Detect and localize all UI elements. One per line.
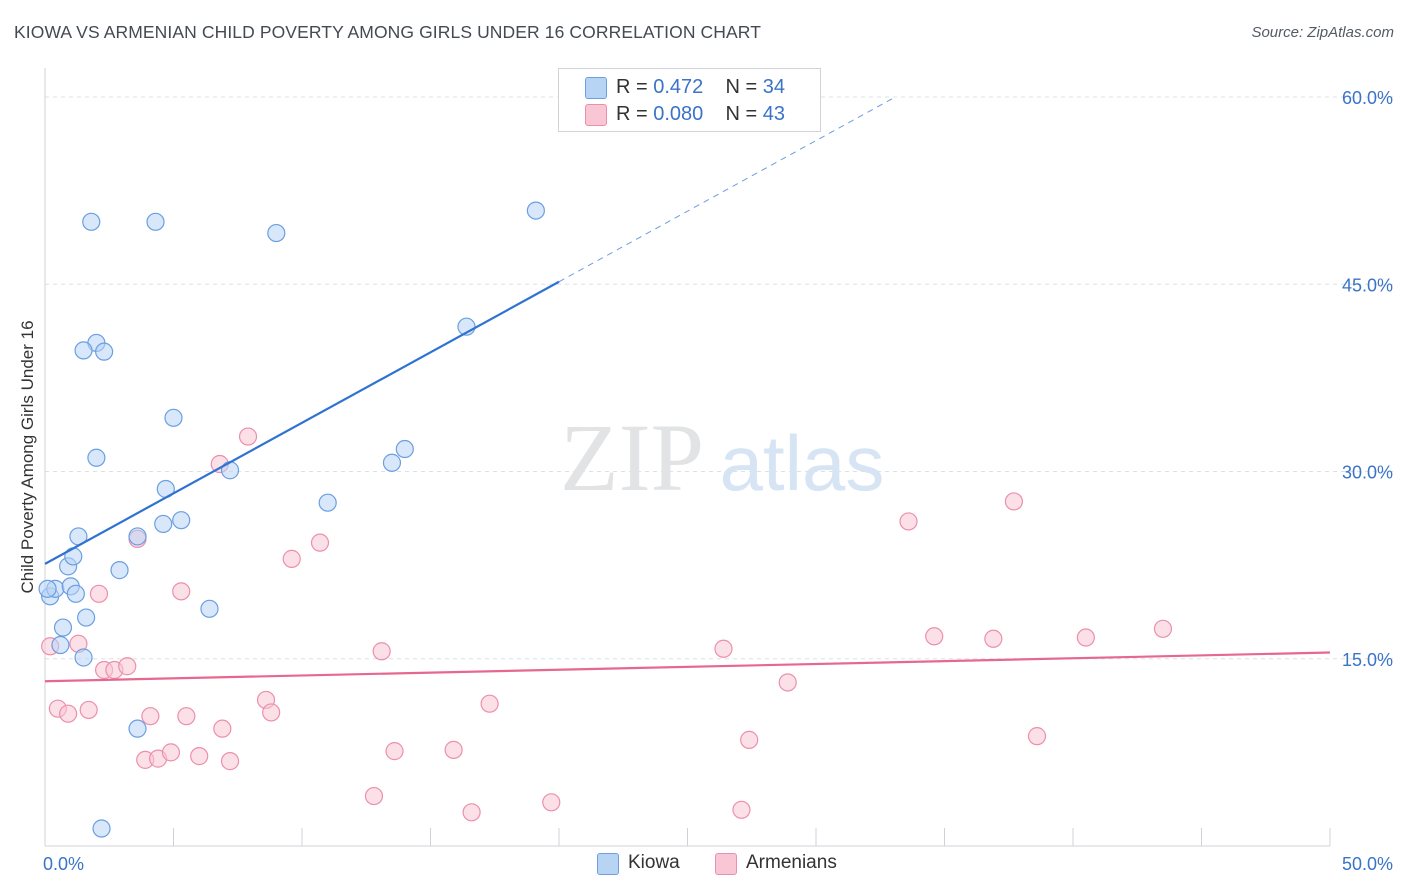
legend-r-value-armenians: 0.080 bbox=[653, 103, 704, 125]
kiowa-point bbox=[154, 514, 173, 534]
kiowa-point bbox=[74, 341, 93, 360]
armenians-point bbox=[1004, 492, 1023, 511]
armenians-point bbox=[364, 786, 384, 806]
armenians-point bbox=[190, 747, 209, 766]
armenians-point bbox=[1076, 628, 1095, 647]
x-tick-label: 0.0% bbox=[43, 854, 84, 874]
kiowa-swatch bbox=[585, 77, 607, 99]
armenians-point bbox=[59, 704, 78, 723]
kiowa-point bbox=[92, 819, 111, 838]
watermark-zip: ZIP bbox=[560, 404, 704, 511]
kiowa-point bbox=[128, 527, 147, 546]
series-armenians bbox=[41, 427, 1173, 822]
watermark-atlas: atlas bbox=[720, 419, 885, 507]
armenians-point bbox=[899, 512, 918, 531]
armenians-point bbox=[238, 427, 258, 446]
armenians-point bbox=[1027, 727, 1047, 746]
armenians-point bbox=[372, 642, 391, 661]
armenians-point bbox=[740, 730, 759, 749]
armenians-point bbox=[385, 742, 404, 761]
legend-r-value-kiowa: 0.472 bbox=[653, 76, 704, 98]
armenians-point bbox=[161, 743, 181, 762]
x-tick-label: 50.0% bbox=[1342, 854, 1393, 874]
correlation-legend: R = 0.472 N = 34 R = 0.080 N = 43 bbox=[558, 68, 821, 132]
y-tick-label: 15.0% bbox=[1342, 650, 1393, 670]
armenians-swatch bbox=[585, 104, 607, 126]
legend-n-label: N = bbox=[725, 76, 758, 98]
armenians-point bbox=[444, 740, 463, 759]
kiowa-point bbox=[172, 511, 191, 530]
armenians-point bbox=[177, 707, 196, 726]
armenians-point bbox=[310, 533, 330, 552]
armenians-point bbox=[172, 582, 191, 601]
armenians-point bbox=[262, 703, 281, 722]
kiowa-legend-swatch bbox=[597, 853, 619, 875]
armenians-point bbox=[141, 707, 160, 726]
kiowa-point bbox=[82, 212, 101, 231]
armenians-point bbox=[714, 639, 733, 658]
source-label: Source: ZipAtlas.com bbox=[1251, 24, 1394, 41]
kiowa-point bbox=[66, 584, 85, 603]
legend-n-value-kiowa: 34 bbox=[762, 76, 786, 98]
armenians-point bbox=[542, 793, 561, 812]
kiowa-point bbox=[95, 342, 114, 361]
kiowa-point bbox=[128, 719, 147, 738]
armenians-point bbox=[213, 719, 232, 738]
kiowa-point bbox=[51, 635, 70, 655]
armenians-point bbox=[118, 657, 137, 676]
armenians-point bbox=[1153, 619, 1173, 638]
kiowa-point bbox=[87, 448, 106, 467]
kiowa-point bbox=[110, 561, 129, 580]
kiowa-point bbox=[220, 461, 240, 480]
gridlines bbox=[45, 96, 1395, 660]
kiowa-point bbox=[77, 608, 96, 627]
kiowa-point bbox=[382, 453, 402, 472]
y-tick-label: 45.0% bbox=[1342, 275, 1393, 295]
kiowa-trend-line bbox=[44, 280, 560, 565]
kiowa-legend-label: Kiowa bbox=[628, 852, 680, 873]
kiowa-point bbox=[146, 212, 165, 231]
chart-title: KIOWA VS ARMENIAN CHILD POVERTY AMONG GI… bbox=[14, 22, 762, 42]
armenians-legend-label: Armenians bbox=[746, 852, 837, 873]
kiowa-trend-extension bbox=[558, 97, 894, 283]
kiowa-point bbox=[74, 648, 93, 667]
kiowa-point bbox=[526, 201, 545, 220]
kiowa-point bbox=[53, 618, 73, 637]
axes bbox=[44, 68, 1331, 847]
legend-r-label: R = bbox=[616, 76, 648, 98]
armenians-trend-line bbox=[44, 651, 1331, 683]
kiowa-point bbox=[38, 579, 57, 598]
armenians-point bbox=[778, 673, 797, 692]
armenians-point bbox=[732, 800, 751, 819]
y-tick-label: 60.0% bbox=[1342, 88, 1393, 108]
armenians-legend-swatch bbox=[715, 853, 737, 875]
armenians-point bbox=[480, 694, 499, 713]
kiowa-point bbox=[318, 493, 337, 512]
watermark: ZIP atlas bbox=[560, 404, 884, 511]
legend-n-value-armenians: 43 bbox=[762, 103, 786, 125]
series-kiowa bbox=[38, 201, 545, 838]
kiowa-point bbox=[164, 408, 183, 427]
armenians-point bbox=[984, 629, 1003, 648]
armenians-point bbox=[79, 700, 98, 720]
kiowa-point bbox=[395, 439, 414, 459]
legend-r-label: R = bbox=[616, 103, 648, 125]
armenians-point bbox=[89, 584, 109, 603]
armenians-point bbox=[282, 549, 301, 568]
armenians-point bbox=[925, 627, 944, 646]
tick-labels: 60.0% 45.0% 30.0% 15.0% 0.0% 50.0% bbox=[43, 88, 1393, 874]
legend-n-label: N = bbox=[725, 103, 758, 125]
armenians-point bbox=[220, 752, 240, 771]
armenians-point bbox=[462, 803, 481, 822]
kiowa-point bbox=[200, 599, 219, 618]
trend-lines bbox=[44, 97, 1331, 683]
kiowa-point bbox=[267, 223, 286, 243]
y-tick-label: 30.0% bbox=[1342, 463, 1393, 483]
